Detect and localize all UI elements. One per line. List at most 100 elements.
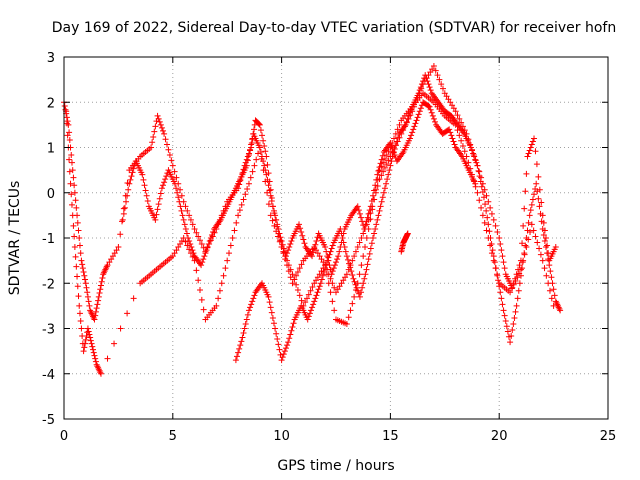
data-point xyxy=(474,189,481,196)
data-point xyxy=(379,152,386,159)
data-point xyxy=(358,235,365,241)
data-point xyxy=(282,345,289,352)
data-point xyxy=(302,299,309,306)
series-segment-e xyxy=(398,230,411,255)
data-point xyxy=(436,76,443,83)
data-point xyxy=(352,281,359,288)
data-point xyxy=(74,273,81,280)
data-point xyxy=(325,257,332,264)
data-point xyxy=(233,353,240,360)
data-point xyxy=(342,274,349,281)
data-point xyxy=(551,292,558,299)
data-point xyxy=(512,308,519,315)
data-point xyxy=(472,180,479,187)
data-point xyxy=(129,169,136,176)
data-point xyxy=(89,343,96,350)
series-track-c xyxy=(232,72,564,364)
data-point xyxy=(290,320,297,327)
data-point xyxy=(356,293,363,300)
data-point xyxy=(245,152,252,159)
data-point xyxy=(450,105,457,112)
data-point xyxy=(507,339,514,346)
data-point xyxy=(195,233,202,240)
data-point xyxy=(377,160,384,167)
data-point xyxy=(366,207,373,214)
data-point xyxy=(270,320,277,327)
data-point xyxy=(300,236,307,243)
data-point xyxy=(499,253,506,260)
data-point xyxy=(448,132,455,139)
data-point xyxy=(415,111,422,118)
data-point xyxy=(205,241,212,248)
data-point xyxy=(281,348,288,355)
data-point xyxy=(124,192,131,199)
data-point xyxy=(187,216,194,223)
data-point xyxy=(521,250,528,257)
data-point xyxy=(294,268,301,275)
y-tick-label: -2 xyxy=(42,277,55,292)
data-point xyxy=(108,256,115,263)
data-point xyxy=(247,174,254,181)
data-point xyxy=(264,161,271,168)
data-point xyxy=(365,210,372,217)
data-point xyxy=(288,238,295,245)
data-point xyxy=(406,109,413,116)
data-point xyxy=(304,316,311,323)
data-point xyxy=(275,341,282,348)
data-point xyxy=(123,198,130,205)
data-point xyxy=(425,103,432,110)
data-point xyxy=(423,75,430,82)
data-point xyxy=(178,238,185,245)
data-point xyxy=(97,282,104,289)
data-point xyxy=(305,313,312,320)
data-point xyxy=(293,281,300,288)
data-point xyxy=(452,108,459,115)
data-point xyxy=(470,150,477,157)
data-point xyxy=(99,274,106,281)
data-point xyxy=(479,212,486,219)
data-point xyxy=(514,295,521,302)
data-point xyxy=(500,259,507,266)
data-point xyxy=(350,275,357,282)
data-point xyxy=(331,307,338,314)
data-point xyxy=(334,286,341,293)
data-point xyxy=(355,207,362,214)
data-point xyxy=(82,340,89,347)
data-point xyxy=(458,137,465,144)
data-point xyxy=(77,250,84,257)
data-point xyxy=(356,271,363,278)
data-point xyxy=(96,290,103,297)
data-point xyxy=(496,283,503,290)
data-point xyxy=(351,278,358,285)
data-point xyxy=(106,259,113,266)
data-point xyxy=(73,204,80,211)
data-point xyxy=(369,192,376,199)
data-point xyxy=(521,205,528,212)
data-point xyxy=(344,256,351,263)
y-axis-ticks: -5 -4 -3 -2 -1 0 1 2 3 xyxy=(42,51,608,428)
data-point xyxy=(272,325,279,332)
data-point xyxy=(247,304,254,311)
data-point xyxy=(142,187,149,194)
data-point xyxy=(262,167,269,174)
data-point xyxy=(492,222,499,229)
data-point xyxy=(301,240,308,247)
data-point xyxy=(243,316,250,323)
data-point xyxy=(536,203,543,210)
data-point xyxy=(182,238,189,245)
data-point xyxy=(189,247,196,254)
data-point xyxy=(343,253,350,260)
data-point xyxy=(415,90,422,97)
data-point xyxy=(388,142,395,149)
data-point xyxy=(369,235,376,241)
data-point xyxy=(498,247,505,254)
data-point xyxy=(426,84,433,91)
data-point xyxy=(517,272,524,279)
data-point xyxy=(165,146,172,153)
data-point xyxy=(92,358,99,365)
data-point xyxy=(82,276,89,283)
data-point xyxy=(69,212,76,219)
data-point xyxy=(180,216,187,223)
data-point xyxy=(195,277,202,284)
data-point xyxy=(529,138,536,145)
